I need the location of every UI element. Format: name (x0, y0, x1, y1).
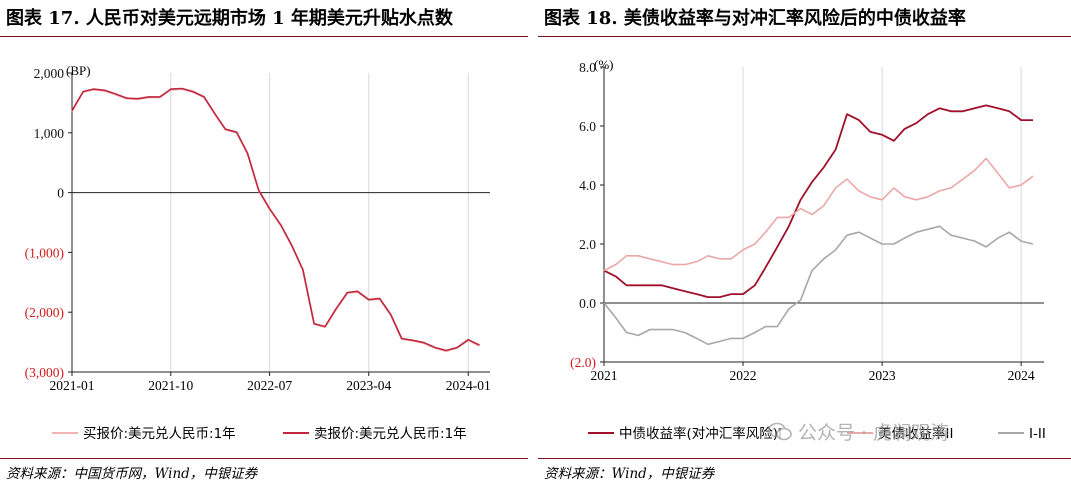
chart-title: 图表 18. 美债收益率与对冲汇率风险后的中债收益率 (544, 8, 966, 29)
y-tick-label: 1,000 (34, 126, 65, 141)
chart-svg-right: (%)8.0 6.0 4.0 2.0 0.0 (2.0)2021 2022 2023 2024 中… (570, 57, 1046, 442)
x-tick-label: 2021 (591, 368, 618, 383)
series-line-1 (71, 87, 480, 352)
y-tick-label: 2,000 (34, 66, 65, 81)
y-unit-label: (BP) (66, 63, 91, 78)
y-tick-label: 8.0 (579, 60, 596, 75)
series-line-0 (603, 104, 1033, 299)
y-tick-label: (3,000) (25, 365, 64, 380)
y-tick-label: (1,000) (25, 245, 64, 260)
y-tick-label: 6.0 (579, 119, 596, 134)
y-tick-label: 4.0 (579, 178, 596, 193)
x-tick-label: 2024-01 (446, 378, 491, 393)
legend-label-2: I-II (1029, 426, 1046, 442)
x-tick-label: 2023 (869, 368, 896, 383)
legend-label-0: 买报价:美元兑人民币:1年 (83, 426, 236, 442)
series-line-1 (603, 157, 1034, 272)
x-tick-label: 2023-04 (346, 378, 391, 393)
series-line-2 (603, 225, 1034, 346)
x-tick-label: 2022-07 (247, 378, 292, 393)
title-rule (538, 36, 1071, 37)
wechat-icon (768, 422, 792, 441)
y-unit-label: (%) (594, 57, 614, 72)
x-tick-label: 2024 (1008, 368, 1035, 383)
legend-label-1: 美债收益率II (878, 425, 953, 442)
watermark: 公众号 · 虎澜观涛 (768, 418, 949, 445)
source-note: 资料来源：Wind，中银证券 (544, 466, 715, 482)
y-tick-label: 2.0 (579, 237, 596, 252)
chart-title: 图表 17. 人民币对美元远期市场 1 年期美元升贴水点数 (6, 8, 453, 29)
chart-panel-right: 图表 18. 美债收益率与对冲汇率风险后的中债收益率 (%) 8.0 6.0 4.0 2… (538, 0, 1071, 489)
y-tick-label: (2,000) (25, 305, 64, 320)
watermark-text: 公众号 · 虎澜观涛 (798, 422, 950, 444)
source-note: 资料来源：中国货币网，Wind，中银证券 (6, 466, 258, 482)
chart-panel-left: 图表 17. 人民币对美元远期市场 1 年期美元升贴水点数 (BP) 2,000 1… (0, 0, 528, 489)
legend-label-0: 中债收益率(对冲汇率风险)I (619, 425, 782, 442)
x-tick-label: 2021-10 (148, 378, 193, 393)
series-line-0 (71, 88, 480, 353)
x-tick-label: 2021-01 (50, 378, 95, 393)
source-rule (538, 458, 1071, 459)
y-tick-label: 0.0 (579, 296, 596, 311)
source-rule (0, 458, 528, 459)
y-tick-label: (2.0) (570, 355, 596, 370)
x-tick-label: 2022 (730, 368, 757, 383)
title-rule (0, 36, 528, 37)
chart-svg-left: (BP)2,0001,0000(1,000)(2,000)(3,000)2021… (25, 63, 491, 442)
legend-label-1: 卖报价:美元兑人民币:1年 (314, 426, 467, 442)
y-tick-label: 0 (57, 186, 64, 201)
